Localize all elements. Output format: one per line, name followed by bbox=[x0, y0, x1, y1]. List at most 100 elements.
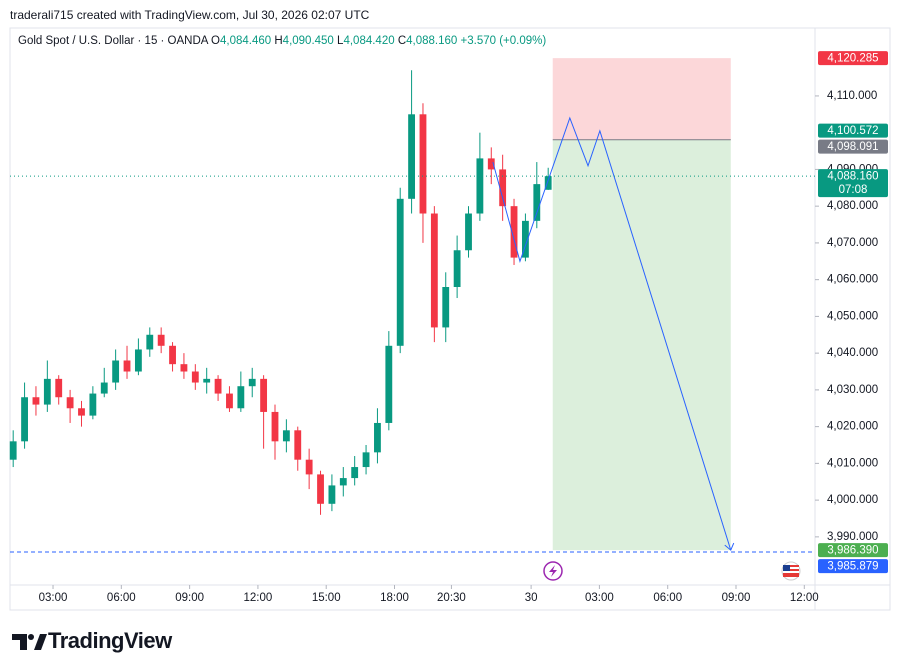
y-tick-label: 4,070.000 bbox=[827, 237, 878, 249]
candle-body bbox=[112, 360, 120, 383]
chart-frame bbox=[9, 27, 891, 611]
ohlc-key: H bbox=[274, 35, 283, 47]
candle-body bbox=[157, 334, 165, 346]
candle-body bbox=[351, 467, 359, 479]
x-tick-label: 09:00 bbox=[175, 592, 204, 604]
x-tick-label: 30 bbox=[525, 592, 538, 604]
candle-body bbox=[237, 386, 245, 409]
x-tick-label: 12:00 bbox=[790, 592, 819, 604]
candle-body bbox=[510, 206, 518, 258]
price-label: 4,100.572 bbox=[827, 125, 878, 137]
candle-body bbox=[21, 397, 28, 442]
ohlc-value: 4,084.460 bbox=[219, 35, 272, 47]
y-tick-label: 4,010.000 bbox=[827, 457, 878, 469]
price-label-bg bbox=[818, 123, 888, 138]
y-tick-label: 3,990.000 bbox=[827, 531, 878, 543]
x-tick-label: 09:00 bbox=[722, 592, 751, 604]
candle-body bbox=[362, 452, 370, 468]
brand: TradingView bbox=[48, 628, 172, 653]
candle-body bbox=[43, 378, 51, 405]
candle-body bbox=[78, 408, 85, 416]
price-label: 4,088.160 bbox=[827, 171, 878, 183]
x-tick-label: 06:00 bbox=[107, 592, 136, 604]
stop-zone bbox=[552, 58, 731, 140]
logo-mark bbox=[12, 634, 47, 650]
candle-body bbox=[328, 485, 336, 504]
candle-body bbox=[89, 393, 97, 416]
candle-body bbox=[385, 345, 393, 423]
candle-body bbox=[453, 250, 461, 288]
candle-body bbox=[203, 378, 211, 383]
candle-body bbox=[419, 114, 427, 214]
candle-body bbox=[271, 411, 279, 442]
candle-body bbox=[487, 158, 495, 170]
y-tick-label: 4,050.000 bbox=[827, 310, 878, 322]
event-icon[interactable] bbox=[543, 561, 563, 581]
candle-body bbox=[396, 198, 404, 346]
price-label-bg bbox=[818, 139, 888, 154]
x-tick-label: 12:00 bbox=[244, 592, 273, 604]
x-tick-label: 06:00 bbox=[653, 592, 682, 604]
candle-body bbox=[260, 378, 268, 412]
ohlc-key: L bbox=[337, 35, 344, 47]
candle-body bbox=[226, 393, 233, 409]
y-tick-label: 4,110.000 bbox=[827, 90, 877, 102]
candle-body bbox=[499, 169, 507, 207]
price-label-bg bbox=[818, 559, 888, 574]
candle-body bbox=[533, 184, 541, 221]
flag-icon[interactable] bbox=[781, 561, 801, 581]
candle-body bbox=[66, 397, 74, 409]
price-label-bg bbox=[818, 51, 888, 66]
y-tick-label: 4,040.000 bbox=[827, 347, 878, 359]
candle-body bbox=[294, 430, 302, 460]
target-zone bbox=[552, 139, 731, 551]
candle-body bbox=[465, 213, 472, 251]
candle-body bbox=[55, 378, 63, 398]
candle-body bbox=[442, 287, 450, 328]
legend: Gold Spot / U.S. Dollar · 15 · OANDA O4,… bbox=[18, 35, 546, 47]
candle-body bbox=[123, 360, 131, 372]
candle-body bbox=[317, 474, 324, 504]
candle-body bbox=[476, 158, 484, 214]
background-layer bbox=[52, 58, 819, 589]
y-tick-label: 4,020.000 bbox=[827, 421, 878, 433]
ohlc-key: O bbox=[211, 35, 220, 47]
price-label: 4,098.091 bbox=[827, 141, 878, 153]
x-tick-label: 18:00 bbox=[380, 592, 409, 604]
x-tick-label: 15:00 bbox=[312, 592, 341, 604]
candle-body bbox=[374, 422, 381, 453]
change: +3.570 (+0.09%) bbox=[460, 35, 547, 47]
ohlc-value: 4,088.160 bbox=[406, 35, 458, 47]
price-countdown: 07:08 bbox=[839, 184, 868, 196]
price-label: 4,120.285 bbox=[827, 53, 878, 65]
candle-body bbox=[522, 220, 529, 258]
y-tick-label: 4,030.000 bbox=[827, 384, 878, 396]
candle-body bbox=[282, 430, 290, 442]
x-tick-label: 03:00 bbox=[585, 592, 614, 604]
price-label-bg bbox=[818, 543, 888, 558]
projection-line bbox=[492, 116, 732, 551]
ohlc-value: 4,090.450 bbox=[282, 35, 334, 47]
candle-body bbox=[191, 371, 199, 383]
candle-body bbox=[32, 397, 40, 405]
credit: traderali715 created with TradingView.co… bbox=[10, 8, 370, 22]
candle-body bbox=[214, 378, 222, 394]
ohlc-key: C bbox=[397, 35, 407, 47]
candle-body bbox=[9, 441, 17, 460]
candle-body bbox=[134, 349, 142, 372]
price-label-bg bbox=[818, 169, 888, 198]
y-tick-label: 4,000.000 bbox=[827, 494, 878, 506]
candle-body bbox=[430, 213, 438, 328]
candle-body bbox=[180, 364, 188, 372]
price-label: 3,985.879 bbox=[827, 561, 878, 573]
x-tick-label: 20:30 bbox=[437, 592, 466, 604]
candle-body bbox=[100, 382, 108, 394]
price-label: 3,986.390 bbox=[827, 545, 878, 557]
ohlc-value: 4,084.420 bbox=[343, 35, 395, 47]
candle-body bbox=[408, 114, 416, 199]
candle-body bbox=[169, 345, 176, 365]
x-tick-label: 03:00 bbox=[39, 592, 68, 604]
candle-body bbox=[339, 478, 347, 486]
